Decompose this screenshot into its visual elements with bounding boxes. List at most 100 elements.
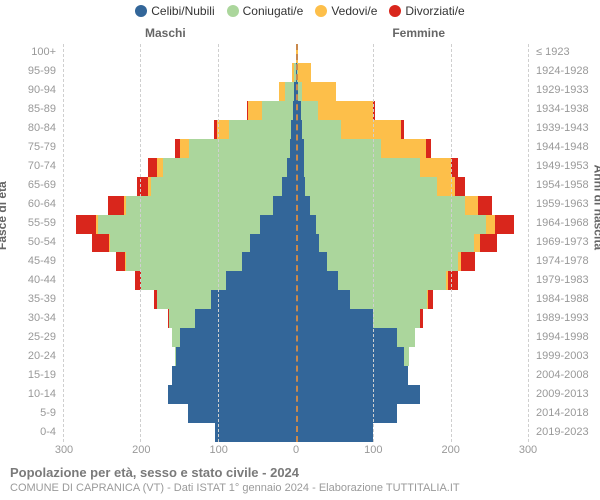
- female-bar: [296, 423, 373, 442]
- bar-segment-single: [296, 423, 373, 442]
- bar-segment-widowed: [437, 177, 456, 196]
- bar-segment-single: [296, 404, 397, 423]
- birth-label: 1959-1963: [536, 198, 600, 210]
- age-label: 85-89: [0, 103, 56, 115]
- gridline: [63, 44, 64, 442]
- birth-label: 1974-1978: [536, 255, 600, 267]
- age-label: 90-94: [0, 84, 56, 96]
- bar-segment-married: [285, 82, 294, 101]
- bar-segment-single: [242, 252, 296, 271]
- female-bar: [296, 328, 415, 347]
- gridline: [528, 44, 529, 442]
- age-label: 95-99: [0, 65, 56, 77]
- bar-segment-single: [260, 215, 296, 234]
- male-bar: [76, 215, 296, 234]
- gridline: [140, 44, 141, 442]
- bar-segment-divorced: [76, 215, 96, 234]
- birth-label: 1979-1983: [536, 274, 600, 286]
- x-tick-label: 0: [293, 444, 299, 456]
- header-maschi: Maschi: [145, 26, 186, 40]
- plot-area: [64, 44, 528, 442]
- bar-segment-single: [215, 423, 296, 442]
- birth-label: 1984-1988: [536, 293, 600, 305]
- bar-segment-single: [273, 196, 296, 215]
- male-bar: [108, 196, 296, 215]
- female-bar: [296, 366, 408, 385]
- male-bar: [172, 366, 296, 385]
- bar-segment-single: [296, 328, 397, 347]
- legend: Celibi/NubiliConiugati/eVedovi/eDivorzia…: [0, 4, 600, 18]
- bar-segment-single: [296, 271, 338, 290]
- female-bar: [296, 347, 409, 366]
- bar-segment-married: [141, 271, 226, 290]
- bar-segment-widowed: [486, 215, 495, 234]
- bar-segment-married: [350, 290, 427, 309]
- footer: Popolazione per età, sesso e stato civil…: [10, 465, 590, 494]
- bar-segment-single: [296, 309, 373, 328]
- y-axis-birth-labels: ≤ 19231924-19281929-19331934-19381939-19…: [532, 44, 600, 442]
- male-bar: [148, 158, 296, 177]
- legend-swatch: [389, 5, 401, 17]
- gridline: [373, 44, 374, 442]
- bar-segment-married: [98, 215, 260, 234]
- male-bar: [154, 290, 296, 309]
- female-bar: [296, 215, 514, 234]
- gridline: [451, 44, 452, 442]
- bar-segment-divorced: [455, 177, 464, 196]
- bar-segment-single: [282, 177, 296, 196]
- bar-segment-single: [176, 347, 296, 366]
- bar-segment-widowed: [217, 120, 229, 139]
- female-bar: [296, 252, 475, 271]
- age-label: 60-64: [0, 198, 56, 210]
- bar-segment-married: [304, 158, 420, 177]
- bar-segment-single: [296, 196, 310, 215]
- bar-segment-married: [302, 120, 341, 139]
- male-bar: [116, 252, 296, 271]
- legend-swatch: [315, 5, 327, 17]
- male-bar: [175, 347, 296, 366]
- age-label: 30-34: [0, 312, 56, 324]
- birth-label: 1944-1948: [536, 141, 600, 153]
- age-label: 40-44: [0, 274, 56, 286]
- bar-segment-single: [180, 328, 296, 347]
- bar-segment-divorced: [137, 177, 148, 196]
- legend-item: Vedovi/e: [315, 4, 377, 18]
- female-bar: [296, 404, 397, 423]
- age-label: 15-19: [0, 369, 56, 381]
- bar-segment-married: [327, 252, 458, 271]
- legend-label: Coniugati/e: [243, 4, 304, 18]
- male-bar: [215, 423, 296, 442]
- bar-segment-married: [373, 309, 419, 328]
- bar-segment-divorced: [448, 271, 459, 290]
- age-label: 0-4: [0, 426, 56, 438]
- bar-segment-single: [296, 234, 319, 253]
- bar-segment-divorced: [461, 252, 475, 271]
- bar-segment-married: [229, 120, 291, 139]
- bar-segment-widowed: [341, 120, 401, 139]
- birth-label: 1964-1968: [536, 217, 600, 229]
- bar-segment-divorced: [401, 120, 404, 139]
- female-side: [296, 44, 528, 442]
- birth-label: 1989-1993: [536, 312, 600, 324]
- legend-item: Celibi/Nubili: [135, 4, 214, 18]
- birth-label: 1999-2003: [536, 350, 600, 362]
- bar-segment-married: [262, 101, 293, 120]
- legend-swatch: [135, 5, 147, 17]
- age-label: 5-9: [0, 407, 56, 419]
- legend-item: Coniugati/e: [227, 4, 304, 18]
- bar-segment-single: [211, 290, 296, 309]
- x-tick-label: 100: [364, 444, 382, 456]
- male-bar: [135, 271, 296, 290]
- chart-title: Popolazione per età, sesso e stato civil…: [10, 465, 590, 480]
- bar-segment-single: [296, 252, 327, 271]
- bar-segment-widowed: [298, 63, 312, 82]
- birth-label: 1934-1938: [536, 103, 600, 115]
- bar-segment-single: [296, 290, 350, 309]
- bar-segment-divorced: [420, 309, 423, 328]
- x-tick-label: 200: [441, 444, 459, 456]
- bar-segment-single: [188, 404, 296, 423]
- x-tick-label: 300: [55, 444, 73, 456]
- legend-label: Vedovi/e: [331, 4, 377, 18]
- x-tick-label: 300: [519, 444, 537, 456]
- bar-segment-married: [157, 290, 211, 309]
